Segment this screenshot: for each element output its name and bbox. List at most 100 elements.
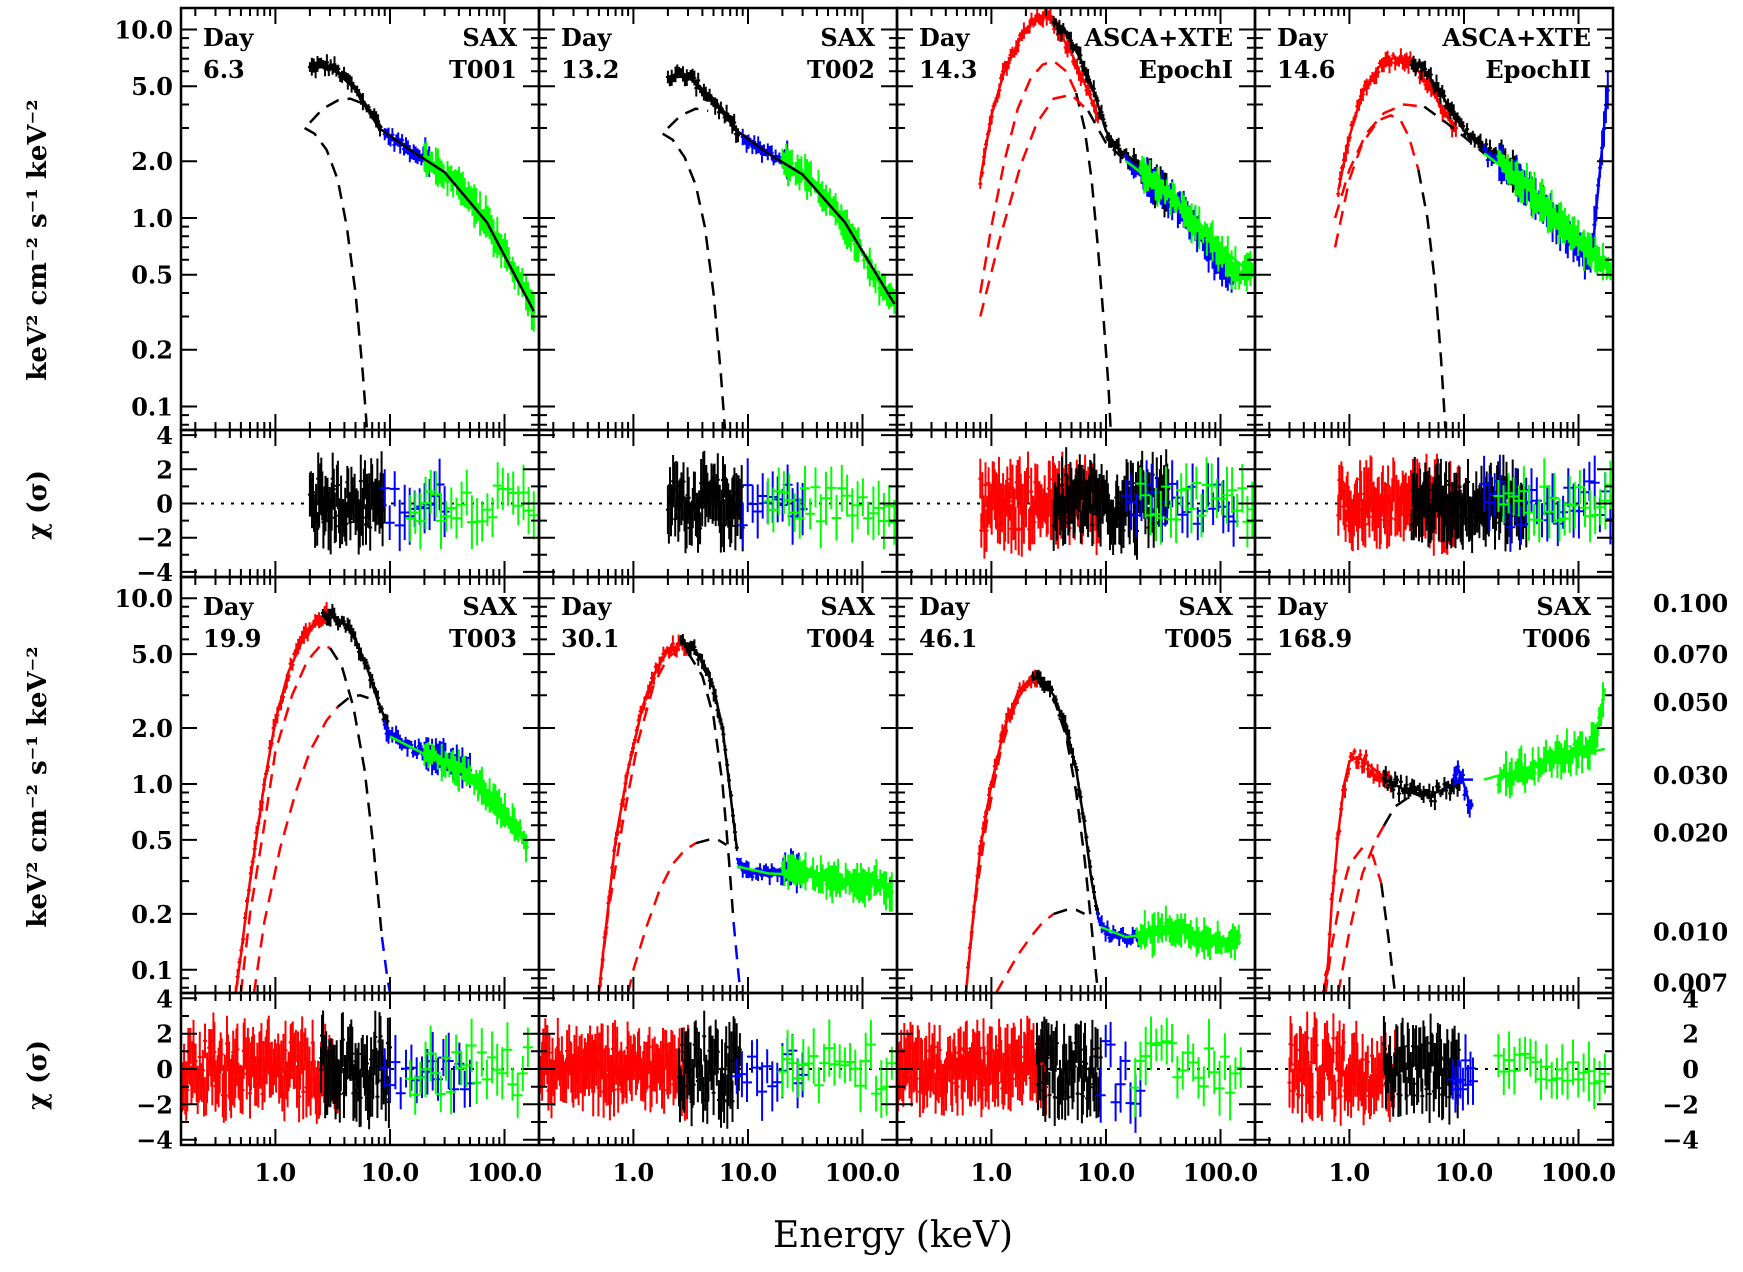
ticks — [539, 8, 898, 577]
residual-tick-label: 0 — [156, 490, 173, 519]
residual-errorbars-black — [677, 1010, 742, 1129]
data-errorbars-red — [1322, 748, 1393, 993]
y-tick-label: 10.0 — [115, 584, 173, 613]
observation-label: EpochII — [1485, 55, 1591, 84]
residual-errorbars-green — [1130, 1016, 1246, 1121]
right-residual-tick-label: −4 — [1662, 1126, 1699, 1155]
residual-errorbars-blue — [1447, 1034, 1478, 1113]
day-value: 168.9 — [1277, 624, 1352, 653]
residual-tick-label: 4 — [156, 984, 173, 1013]
data-errorbars-black — [1030, 669, 1100, 919]
y-tick-label: 5.0 — [131, 72, 173, 101]
residual-errorbars-red — [181, 1012, 340, 1124]
observation-label: T005 — [1165, 624, 1233, 653]
y-tick-label: 1.0 — [131, 204, 173, 233]
figure-content: Day6.3SAXT00110.05.02.01.00.50.20.1420−2… — [115, 6, 1728, 1187]
model-component-4 — [336, 694, 369, 708]
model-component-4 — [695, 838, 728, 846]
residual-plot — [897, 447, 1255, 560]
panel-epochii: Day 14.6 ASCA+XTE EpochII — [1253, 6, 1615, 579]
y-tick-label: 2.0 — [131, 147, 173, 176]
data-errorbars-black — [1381, 766, 1462, 811]
x-tick-label: 1.0 — [1329, 1158, 1371, 1187]
panel-t001: Day 6.3 SAX T001 10.0 5.0 2.0 1.0 0.5 0.2 0.14 2 0 −2… — [115, 6, 541, 587]
model-component-2 — [732, 922, 742, 993]
data-errorbars-green — [1496, 682, 1605, 799]
residual-plot — [1255, 1011, 1613, 1126]
spectrum-plot — [1322, 682, 1607, 993]
residual-errorbars-green — [405, 1018, 533, 1118]
day-label: Day — [1277, 592, 1328, 621]
spectrum-plot — [978, 8, 1255, 430]
instrument-label: SAX — [1178, 592, 1233, 621]
model-component-2 — [995, 912, 1055, 993]
model-component-3 — [626, 842, 697, 993]
right-tick-label: 0.050 — [1653, 688, 1728, 717]
instrument-label: SAX — [462, 592, 517, 621]
day-label: Day — [561, 592, 612, 621]
ticks — [897, 8, 1256, 577]
tick-marks — [539, 577, 898, 1145]
data-series-black — [680, 642, 739, 849]
model-component-2 — [667, 75, 896, 305]
model-component-1 — [1036, 679, 1100, 993]
day-label: Day — [919, 23, 970, 52]
ticks — [1255, 8, 1614, 577]
model-component-1 — [686, 651, 735, 923]
model-component-3 — [252, 706, 339, 993]
model-component-2 — [979, 93, 1090, 317]
tick-marks — [181, 577, 540, 1145]
model-component-0 — [303, 126, 369, 430]
model-component-3 — [1382, 788, 1430, 827]
model-component-1 — [1074, 92, 1112, 430]
instrument-label: ASCA+XTE — [1441, 23, 1591, 52]
instrument-label: SAX — [1536, 592, 1591, 621]
right-tick-label: 0.020 — [1653, 819, 1728, 848]
residual-tick-label: −4 — [136, 1126, 173, 1155]
panel-t005: Day 46.1 SAX T005 1.0 10.0 100.0 — [895, 575, 1258, 1187]
data-series-red — [979, 14, 1100, 180]
x-tick-label: 100.0 — [467, 1158, 542, 1187]
tick-marks — [539, 8, 898, 577]
y-tick-label: 0.1 — [131, 956, 173, 985]
model-component-2 — [309, 64, 535, 312]
spectrum-plot — [597, 634, 894, 993]
ticks — [897, 577, 1256, 1145]
data-errorbars-black — [678, 634, 739, 852]
residual-plot — [1255, 453, 1613, 556]
model-component-0 — [964, 679, 1038, 993]
model-component-2 — [1337, 825, 1385, 993]
model-component-4 — [1100, 925, 1241, 944]
data-series-black — [309, 63, 383, 129]
y-axis-title-top: keV² cm⁻² s⁻¹ keV⁻² — [23, 99, 53, 380]
residual-errorbars-red — [1287, 1011, 1397, 1126]
residual-axis-title-bottom: χ (σ) — [23, 1040, 53, 1110]
right-tick-label: 0.007 — [1653, 968, 1728, 997]
residual-axis-title-top: χ (σ) — [23, 470, 53, 540]
data-series-red — [964, 677, 1038, 993]
right-tick-label: 0.100 — [1653, 589, 1728, 618]
data-errorbars-green — [780, 143, 897, 314]
observation-label: T001 — [449, 55, 517, 84]
observation-label: T006 — [1523, 624, 1591, 653]
residual-errorbars-green — [1135, 457, 1255, 548]
residual-tick-label: −2 — [136, 1090, 173, 1119]
observation-label: EpochI — [1139, 55, 1233, 84]
tick-marks — [181, 8, 540, 577]
spectrum-plot — [661, 64, 897, 430]
day-label: Day — [561, 23, 612, 52]
observation-label: T002 — [807, 55, 875, 84]
ticks — [181, 8, 540, 577]
model-component-1 — [667, 107, 709, 129]
x-tick-label: 10.0 — [1435, 1158, 1493, 1187]
tick-marks — [1255, 8, 1614, 577]
residual-errorbars-black — [1381, 1013, 1461, 1125]
residual-errorbars-green — [405, 462, 539, 550]
x-axis-title: Energy (keV) — [773, 1215, 1013, 1256]
model-component-1 — [308, 97, 361, 124]
model-component-3 — [1053, 908, 1086, 916]
day-value: 30.1 — [561, 624, 619, 653]
x-tick-label: 100.0 — [1541, 1158, 1616, 1187]
right-residual-tick-label: −2 — [1662, 1090, 1699, 1119]
y-tick-label: 0.2 — [131, 900, 173, 929]
